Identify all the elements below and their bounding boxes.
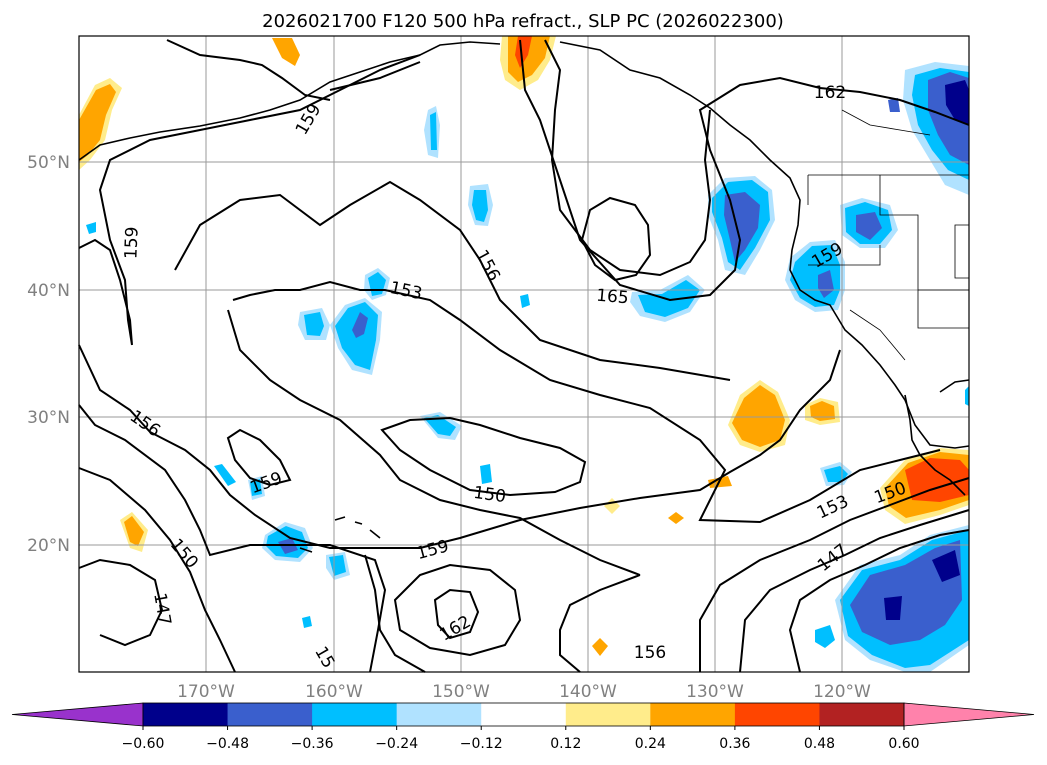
isobars xyxy=(78,39,970,673)
contour-label: 156 xyxy=(634,643,666,663)
anomaly-region xyxy=(815,625,835,648)
map-panel: 159 162 159 153 156 165 159 156 159 150 … xyxy=(78,35,970,673)
anomaly-region xyxy=(520,294,530,308)
shaded-anomaly-regions xyxy=(79,36,969,672)
anomaly-region xyxy=(480,464,492,484)
anomaly-region xyxy=(86,222,96,234)
anomaly-region xyxy=(884,596,902,620)
colorbar-tick-label: 0.60 xyxy=(888,736,919,752)
anomaly-region xyxy=(515,36,532,68)
contour-label: 150 xyxy=(472,483,507,507)
anomaly-region xyxy=(932,550,960,582)
contour-label: 159 xyxy=(121,226,142,259)
anomaly-region xyxy=(352,312,368,338)
anomaly-region xyxy=(272,38,300,66)
lat-label: 30°N xyxy=(27,408,70,428)
lat-label: 50°N xyxy=(27,153,70,173)
anomaly-region xyxy=(668,512,684,524)
colorbar-tick-label: −0.60 xyxy=(122,736,165,752)
anomaly-region xyxy=(124,516,144,546)
lon-label: 170°W xyxy=(177,682,235,702)
anomaly-region xyxy=(818,270,834,298)
colorbar-outline xyxy=(142,702,905,727)
colorbar-segment xyxy=(481,703,567,726)
anomaly-region xyxy=(732,385,785,447)
colorbar-extend-low xyxy=(11,702,144,727)
latitude-labels: 50°N 40°N 30°N 20°N xyxy=(27,153,70,556)
anomaly-region xyxy=(945,80,969,125)
colorbar-ticks: −0.60 −0.48 −0.36 −0.24 −0.12 0.12 0.24 0.36 0.4… xyxy=(122,726,920,752)
anomaly-region xyxy=(850,540,962,645)
anomaly-region xyxy=(250,479,262,496)
anomaly-region xyxy=(302,616,312,628)
colorbar-tick-label: 0.48 xyxy=(804,736,835,752)
colorbar-segment xyxy=(819,703,905,726)
colorbar-segment xyxy=(143,703,229,726)
colorbar-segment xyxy=(565,703,651,726)
colorbar-tick-label: −0.36 xyxy=(291,736,334,752)
lon-label: 150°W xyxy=(432,682,490,702)
anomaly-region xyxy=(638,280,700,317)
anomaly-region xyxy=(214,464,236,486)
colorbar-segment xyxy=(396,703,482,726)
colorbar-segment xyxy=(734,703,820,726)
colorbar-extend-high xyxy=(903,702,1035,727)
colorbar-tick-label: 0.36 xyxy=(719,736,750,752)
contour-label: 162 xyxy=(814,83,846,103)
lat-label: 40°N xyxy=(27,281,70,301)
colorbar: −0.60 −0.48 −0.36 −0.24 −0.12 0.12 0.24 0.36 0.4… xyxy=(11,702,1035,752)
colorbar-segment xyxy=(650,703,736,726)
figure-title: 2026021700 F120 500 hPa refract., SLP PC… xyxy=(262,11,784,32)
anomaly-region xyxy=(965,386,969,406)
colorbar-segment xyxy=(312,703,398,726)
map-frame xyxy=(78,35,970,673)
contour-label: 165 xyxy=(595,286,629,309)
colorbar-tick-label: 0.12 xyxy=(550,736,581,752)
anomaly-region xyxy=(79,84,116,162)
anomaly-region xyxy=(472,190,488,222)
lon-label: 160°W xyxy=(305,682,363,702)
lon-label: 120°W xyxy=(813,682,871,702)
colorbar-tick-label: −0.48 xyxy=(206,736,249,752)
lat-label: 20°N xyxy=(27,536,70,556)
anomaly-region xyxy=(424,415,456,436)
anomaly-region xyxy=(430,112,437,150)
anomaly-region xyxy=(905,458,969,502)
graticule xyxy=(79,36,969,672)
anomaly-region xyxy=(810,401,835,421)
anomaly-region xyxy=(856,212,882,240)
anomaly-region xyxy=(304,312,324,336)
colorbar-segment xyxy=(227,703,313,726)
colorbar-tick-label: −0.12 xyxy=(460,736,503,752)
colorbar-segments xyxy=(11,702,1035,727)
lon-label: 130°W xyxy=(686,682,744,702)
anomaly-region xyxy=(888,98,900,112)
lon-label: 140°W xyxy=(559,682,617,702)
anomaly-region xyxy=(592,638,608,656)
anomaly-region xyxy=(329,555,346,576)
colorbar-tick-label: 0.24 xyxy=(635,736,666,752)
colorbar-tick-label: −0.24 xyxy=(375,736,418,752)
longitude-labels: 170°W 160°W 150°W 140°W 130°W 120°W xyxy=(177,682,871,702)
